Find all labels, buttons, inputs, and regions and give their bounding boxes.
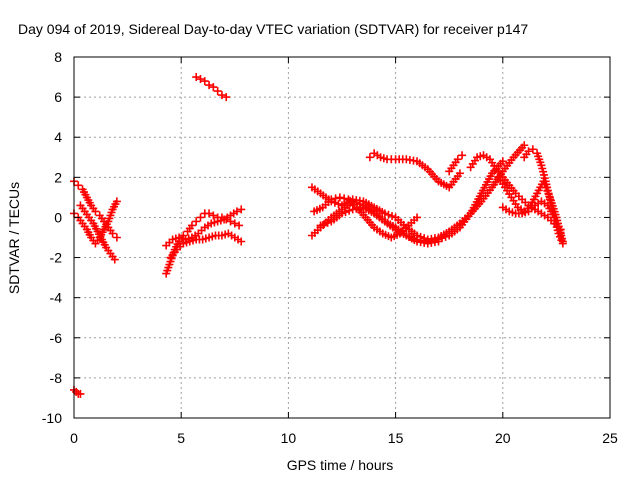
data-point — [498, 157, 507, 166]
y-tick-label: -6 — [50, 330, 63, 346]
data-point — [91, 207, 100, 216]
data-point — [384, 210, 393, 219]
data-point — [187, 221, 196, 230]
x-tick-label: 5 — [177, 430, 185, 446]
data-point — [320, 220, 329, 229]
y-tick-label: 2 — [54, 169, 62, 185]
data-point — [112, 197, 121, 206]
x-tick-label: 0 — [70, 430, 78, 446]
series-track-f — [365, 149, 464, 192]
data-point — [453, 155, 462, 164]
data-point — [196, 213, 205, 222]
data-point — [520, 141, 529, 150]
data-point — [213, 87, 222, 96]
series-track-c — [192, 73, 231, 102]
data-point — [74, 181, 83, 190]
y-tick-label: -8 — [50, 370, 63, 386]
plot-frame — [73, 56, 611, 419]
data-point — [217, 91, 226, 100]
data-point — [323, 218, 332, 227]
data-point — [365, 153, 374, 162]
y-tick-label: 4 — [54, 129, 62, 145]
data-point — [558, 239, 567, 248]
data-point — [434, 237, 443, 246]
series-track-e4 — [316, 203, 443, 248]
data-point — [205, 81, 214, 90]
y-tick-label: 8 — [54, 49, 62, 65]
data-point — [331, 194, 340, 203]
data-point — [200, 77, 209, 86]
x-tick-label: 20 — [495, 430, 511, 446]
data-point — [524, 147, 533, 156]
x-tick-label: 25 — [602, 430, 618, 446]
data-point — [335, 193, 344, 202]
data-point — [205, 209, 214, 218]
data-point — [316, 221, 325, 230]
data-point — [237, 205, 246, 214]
data-point — [338, 209, 346, 218]
x-tick-label: 10 — [281, 430, 297, 446]
series-track-g4 — [520, 145, 567, 248]
y-tick-label: -10 — [42, 410, 62, 426]
data-point — [222, 93, 231, 102]
data-point — [340, 194, 349, 203]
data-point — [341, 208, 350, 217]
data-point — [112, 233, 121, 242]
x-axis-label: GPS time / hours — [287, 457, 394, 473]
y-tick-label: -2 — [50, 250, 63, 266]
series-track-a3 — [76, 201, 119, 264]
series-track-b3 — [166, 229, 246, 262]
series-track-b1 — [162, 209, 244, 278]
y-tick-label: 6 — [54, 89, 62, 105]
data-point — [232, 207, 241, 216]
data-layer — [70, 73, 567, 398]
data-point — [230, 219, 239, 228]
series-track-e1 — [307, 141, 529, 244]
data-point — [209, 211, 218, 220]
series-track-f2 — [445, 151, 467, 176]
data-point — [108, 229, 117, 238]
y-axis-label: SDTVAR / TECUs — [6, 182, 22, 294]
y-tick-label: -4 — [50, 290, 63, 306]
data-point — [235, 221, 244, 230]
data-point — [209, 83, 218, 92]
grid — [74, 57, 610, 418]
data-point — [110, 255, 119, 264]
data-point — [380, 209, 389, 218]
data-point — [528, 145, 537, 154]
data-point — [196, 75, 205, 84]
series-track-d — [70, 385, 85, 398]
data-point — [76, 389, 85, 398]
y-tick-label: 0 — [54, 209, 62, 225]
data-point — [388, 212, 397, 221]
data-point — [327, 195, 336, 204]
data-point — [237, 237, 246, 246]
series-track-b2 — [162, 205, 246, 250]
data-point — [413, 213, 422, 222]
data-point — [345, 206, 354, 215]
data-point — [441, 232, 450, 241]
data-point — [192, 217, 201, 226]
data-point — [192, 73, 201, 82]
chart-title: Day 094 of 2019, Sidereal Day-to-day VTE… — [18, 21, 528, 37]
data-point — [455, 169, 464, 178]
x-tick-label: 15 — [388, 430, 404, 446]
ticks: 0 5 10 15 20 25 -10 -8 -6 -4 -2 0 2 4 6 8 — [42, 49, 618, 446]
data-point — [458, 151, 467, 160]
